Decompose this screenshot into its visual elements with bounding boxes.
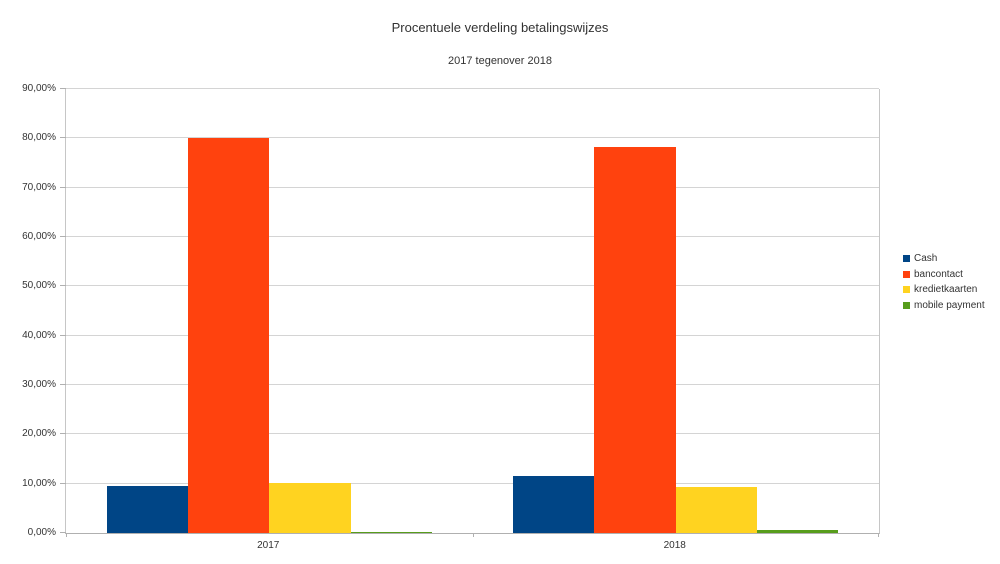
y-tick-label: 10,00%	[22, 477, 56, 489]
gridline	[66, 482, 879, 484]
legend-label: bancontact	[914, 268, 963, 280]
y-tick-label: 80,00%	[22, 132, 56, 144]
y-tick-mark	[60, 334, 66, 336]
bar-bancontact-2017	[187, 138, 270, 533]
gridline	[66, 137, 879, 139]
y-tick-label: 0,00%	[27, 527, 56, 538]
x-tick-mark	[878, 533, 879, 537]
gridline	[66, 285, 879, 287]
x-axis: 2017 2018	[65, 540, 878, 554]
legend-item-kredietkaarten: kredietkaarten	[903, 282, 985, 298]
y-tick-label: 60,00%	[22, 231, 56, 242]
x-tick-mark	[472, 533, 474, 537]
bar-kredietkaarten-2017	[269, 482, 351, 533]
y-tick-mark	[60, 433, 66, 435]
gridline	[66, 88, 879, 89]
y-tick-label: 20,00%	[22, 428, 56, 440]
bar-kredietkaarten-2018	[675, 487, 758, 533]
y-tick-mark	[60, 532, 66, 533]
bar-mobile-payment-2018	[757, 529, 839, 533]
x-tick-mark	[66, 533, 67, 537]
y-tick-mark	[60, 285, 66, 287]
y-tick-mark	[60, 88, 66, 89]
bar-bancontact-2018	[594, 146, 676, 533]
x-category-label: 2018	[663, 540, 686, 551]
y-axis: 0,00% 10,00% 20,00% 30,00% 40,00% 50,00% 60,00…	[0, 83, 56, 538]
y-tick-mark	[60, 186, 66, 188]
y-tick-mark	[60, 384, 66, 385]
bar-cash-2017	[106, 486, 188, 533]
legend-item-mobile-payment: mobile payment	[903, 298, 985, 314]
legend-label: Cash	[914, 253, 938, 265]
x-category-label: 2017	[257, 540, 280, 551]
legend-swatch-kredietkaarten	[903, 286, 910, 294]
chart-title: Procentuele verdeling betalingswijzes	[391, 20, 609, 35]
legend-label: mobile payment	[914, 299, 985, 311]
gridline	[66, 384, 879, 385]
y-tick-label: 70,00%	[22, 181, 56, 193]
legend-swatch-cash	[903, 255, 910, 263]
legend: Cash bancontact kredietkaarten mobile payme…	[903, 251, 985, 313]
legend-item-cash: Cash	[903, 251, 985, 267]
legend-swatch-mobile-payment	[903, 301, 910, 309]
y-tick-label: 30,00%	[22, 379, 56, 390]
chart-subtitle: 2017 tegenover 2018	[448, 55, 552, 67]
bar-mobile-payment-2017	[350, 531, 432, 533]
gridline	[66, 236, 879, 237]
gridline	[66, 433, 879, 435]
gridline	[66, 186, 879, 188]
legend-swatch-bancontact	[903, 270, 910, 278]
y-tick-label: 50,00%	[22, 280, 56, 292]
y-tick-label: 90,00%	[22, 83, 56, 94]
gridline	[66, 334, 879, 336]
plot-area	[60, 88, 880, 537]
legend-label: kredietkaarten	[914, 284, 978, 296]
y-tick-mark	[60, 137, 66, 139]
y-tick-mark	[60, 482, 66, 484]
legend-item-bancontact: bancontact	[903, 267, 985, 283]
bar-cash-2018	[513, 475, 595, 533]
y-tick-mark	[60, 236, 66, 237]
y-tick-label: 40,00%	[22, 329, 56, 341]
